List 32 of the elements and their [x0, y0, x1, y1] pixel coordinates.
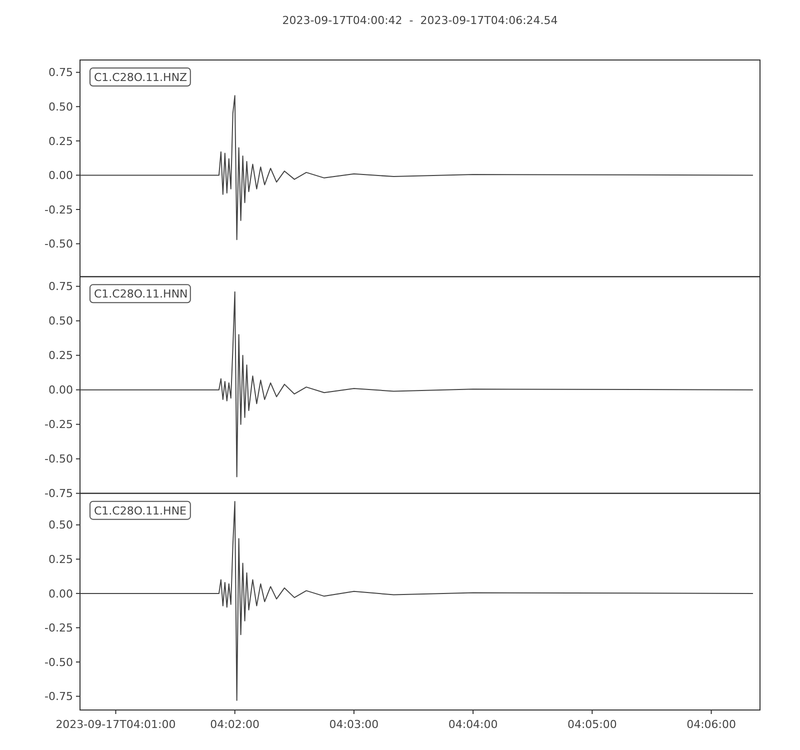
annotation: C1.C28O.11.HNN: [94, 288, 188, 301]
line-series: [80, 501, 754, 701]
y-tick-label: -0.25: [44, 622, 73, 635]
y-tick-label: 0.00: [48, 384, 73, 397]
y-tick-label: -0.25: [44, 203, 73, 216]
y-tick-label: -0.75: [44, 690, 73, 704]
x-tick-label: 04:05:00: [567, 718, 617, 731]
x-tick-label: 04:06:00: [686, 718, 736, 731]
chart-title: 2023-09-17T04:00:42 - 2023-09-17T04:06:24.54: [282, 14, 558, 27]
y-tick-label: -0.50: [44, 452, 73, 466]
x-tick-label: 2023-09-17T04:01:00: [56, 718, 176, 731]
y-tick-label: -0.75: [44, 487, 73, 500]
y-tick-label: 0.50: [48, 314, 73, 328]
x-tick-label: 04:04:00: [448, 718, 498, 731]
annotation: C1.C28O.11.HNE: [94, 504, 187, 518]
y-tick-label: 0.75: [48, 66, 73, 80]
y-tick-label: 0.25: [48, 134, 73, 148]
y-tick-label: 0.00: [48, 169, 73, 182]
x-tick-label: 04:03:00: [329, 718, 379, 731]
y-tick-label: 0.50: [48, 518, 73, 532]
y-tick-label: 0.50: [48, 100, 73, 114]
annotation: C1.C28O.11.HNZ: [94, 71, 188, 84]
line-series: [80, 95, 754, 240]
y-tick-label: -0.50: [44, 656, 73, 669]
y-tick-label: 0.00: [48, 587, 73, 600]
y-tick-label: 0.75: [48, 280, 73, 294]
y-tick-label: -0.50: [44, 238, 73, 251]
y-tick-label: 0.25: [48, 553, 73, 566]
x-tick-label: 04:02:00: [210, 718, 260, 731]
y-tick-label: 0.25: [48, 349, 73, 362]
line-series: [80, 291, 754, 478]
y-tick-label: -0.25: [44, 418, 73, 432]
